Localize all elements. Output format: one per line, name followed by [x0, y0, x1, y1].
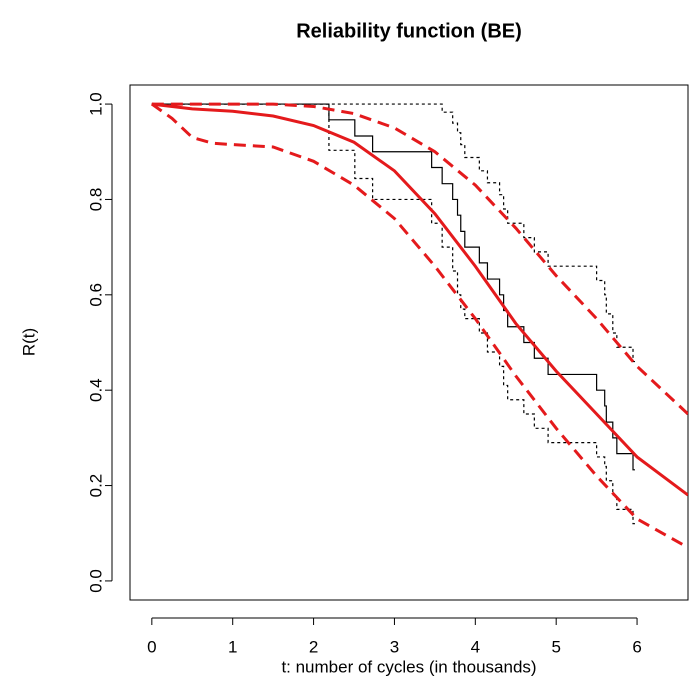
y-tick-label: 1.0	[86, 92, 105, 116]
x-tick-label: 4	[471, 637, 480, 656]
y-tick-label: 0.0	[86, 569, 105, 593]
fitted-curve	[150, 102, 688, 549]
x-tick-label: 6	[632, 637, 641, 656]
step-curve	[151, 103, 636, 525]
y-tick-label: 0.8	[86, 188, 105, 212]
fitted-curve	[151, 102, 688, 416]
y-tick-label: 0.6	[86, 283, 105, 307]
fitted-curve	[151, 102, 688, 497]
plot-area	[150, 102, 688, 549]
x-tick-label: 0	[147, 637, 156, 656]
y-tick-label: 0.2	[86, 474, 105, 498]
x-tick-label: 3	[390, 637, 399, 656]
x-tick-label: 1	[228, 637, 237, 656]
step-curve	[151, 103, 636, 363]
y-axis-label: R(t)	[19, 328, 38, 356]
step-curve	[151, 103, 636, 471]
x-tick-label: 5	[551, 637, 560, 656]
chart-title: Reliability function (BE)	[296, 20, 522, 42]
plot-box	[129, 84, 689, 601]
x-tick-label: 2	[309, 637, 318, 656]
y-tick-label: 0.4	[86, 378, 105, 402]
x-axis-label: t: number of cycles (in thousands)	[281, 657, 536, 676]
